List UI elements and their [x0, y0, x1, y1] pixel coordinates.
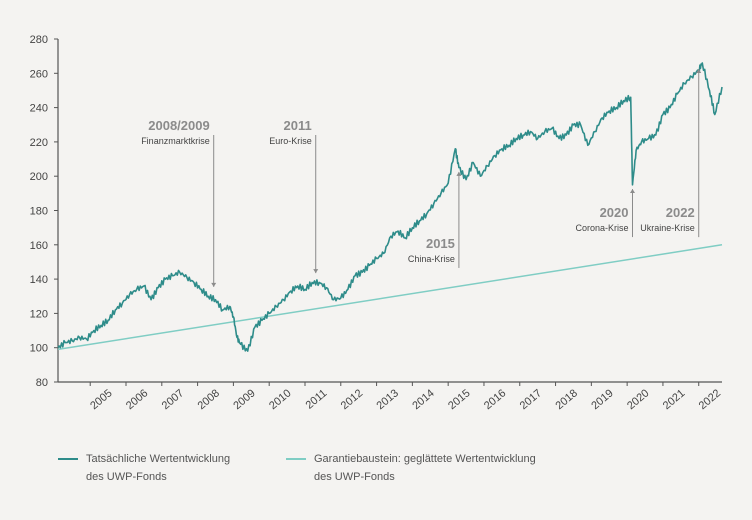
- series-line-guarantee: [57, 244, 723, 351]
- x-tick-label: 2011: [304, 387, 330, 411]
- x-tick-label: 2017: [518, 387, 544, 412]
- y-tick-label: 200: [30, 171, 48, 183]
- annotation-label-0: Finanzmarktkrise: [141, 136, 210, 146]
- series-line-actual: [57, 62, 723, 352]
- x-tick-label: 2006: [124, 387, 150, 412]
- x-tick-label: 2009: [231, 387, 257, 412]
- y-tick-label: 160: [30, 240, 48, 252]
- y-tick-label: 180: [30, 206, 48, 218]
- y-tick-label: 260: [30, 68, 48, 80]
- y-tick-label: 100: [30, 343, 48, 355]
- annotation-year-0: 2008/2009: [148, 118, 209, 133]
- y-tick-label: 240: [30, 103, 48, 115]
- x-tick-label: 2020: [625, 387, 651, 412]
- y-tick-label: 280: [30, 34, 48, 46]
- x-tick-label: 2012: [339, 387, 365, 412]
- annotation-label-3: Corona-Krise: [575, 223, 628, 233]
- x-tick-label: 2015: [446, 387, 472, 412]
- annotation-arrow-2: [456, 171, 462, 176]
- legend-item-guarantee: Garantiebaustein: geglättete Wertentwick…: [286, 450, 594, 486]
- x-tick-label: 2013: [375, 387, 401, 412]
- y-tick-label: 140: [30, 274, 48, 286]
- annotation-arrow-1: [313, 269, 319, 274]
- x-tick-label: 2014: [410, 387, 436, 412]
- x-tick-label: 2008: [196, 387, 222, 412]
- legend-label-actual-line1: Tatsächliche Wertentwicklung: [86, 453, 231, 465]
- x-tick-label: 2018: [554, 387, 580, 412]
- x-tick-label: 2022: [697, 387, 723, 412]
- x-tick-label: 2007: [160, 387, 186, 412]
- legend-label-actual-line2: des UWP-Fonds: [86, 471, 167, 483]
- annotation-label-1: Euro-Krise: [269, 136, 312, 146]
- y-tick-label: 220: [30, 137, 48, 149]
- x-tick-label: 2010: [267, 387, 293, 412]
- x-tick-label: 2005: [88, 387, 114, 412]
- legend-label-guarantee-line1: Garantiebaustein: geglättete Wertentwick…: [314, 453, 536, 465]
- y-tick-label: 120: [30, 308, 48, 320]
- legend-swatch-guarantee: [286, 458, 306, 460]
- annotation-arrow-0: [211, 282, 217, 287]
- annotation-label-2: China-Krise: [408, 254, 455, 264]
- legend-label-guarantee-line2: des UWP-Fonds: [314, 471, 395, 483]
- y-tick-label: 80: [36, 377, 48, 389]
- legend-swatch-actual: [58, 458, 78, 460]
- annotation-arrow-4: [696, 69, 702, 74]
- annotation-year-4: 2022: [666, 205, 695, 220]
- annotation-year-3: 2020: [600, 205, 629, 220]
- x-tick-label: 2021: [661, 387, 687, 412]
- x-tick-label: 2016: [482, 387, 508, 412]
- annotation-label-4: Ukraine-Krise: [640, 223, 695, 233]
- x-tick-label: 2019: [589, 387, 615, 412]
- annotation-year-1: 2011: [284, 118, 312, 133]
- annotation-arrow-3: [630, 189, 636, 194]
- legend-item-actual: Tatsächliche Wertentwicklung des UWP-Fon…: [58, 450, 326, 486]
- annotation-year-2: 2015: [426, 236, 455, 251]
